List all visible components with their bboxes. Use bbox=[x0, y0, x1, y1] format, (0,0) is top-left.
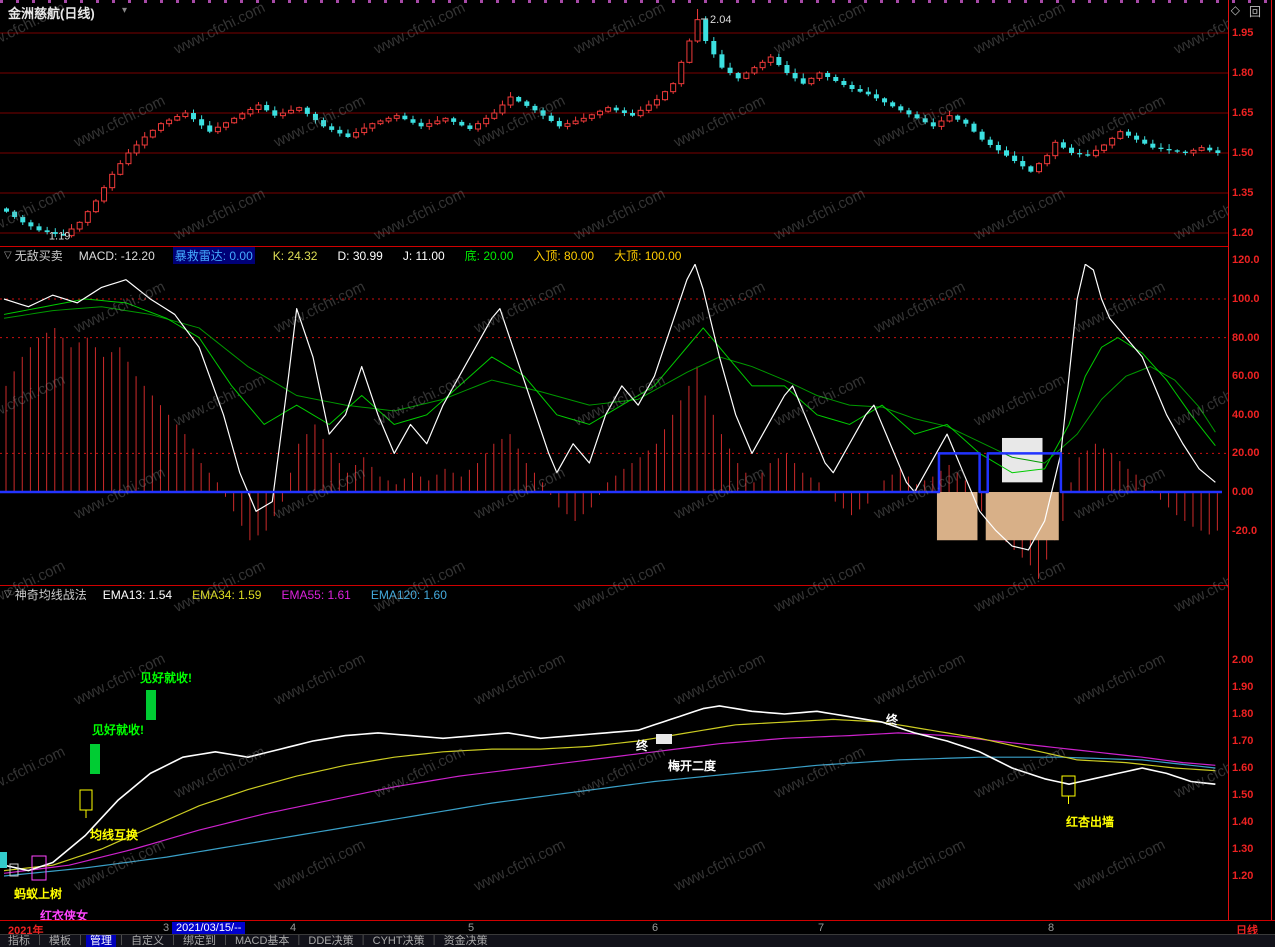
axis-tick-label: 100.0 bbox=[1232, 293, 1260, 305]
axis-tick-label: 60.00 bbox=[1232, 370, 1260, 383]
candlestick-chart[interactable]: 2.04 1.19 bbox=[0, 8, 1228, 246]
tab-separator: 丨 bbox=[34, 935, 45, 947]
statusbar-tab-3[interactable]: 管理 bbox=[86, 935, 116, 947]
axis-tick-label: 1.65 bbox=[1232, 107, 1254, 119]
svg-text:见好就收!: 见好就收! bbox=[92, 722, 144, 737]
tab-separator: 丨 bbox=[75, 935, 86, 947]
svg-text:红杏出墙: 红杏出墙 bbox=[1066, 814, 1114, 829]
right-border-line bbox=[1271, 0, 1272, 934]
statusbar-tab-5[interactable]: 绑定到 bbox=[183, 935, 216, 947]
axis-tick-label: 1.60 bbox=[1232, 762, 1254, 774]
statusbar-tab-1[interactable]: 指标 bbox=[8, 935, 30, 947]
statusbar-tab-6[interactable]: MACD基本 bbox=[235, 935, 290, 947]
statusbar-tab-9[interactable]: 资金决策 bbox=[443, 935, 488, 947]
axis-tick-label: 0.00 bbox=[1232, 486, 1254, 498]
statusbar-tab-4[interactable]: 自定义 bbox=[131, 935, 164, 947]
price-axis-column: 1.95 1.80 1.65 1.50 1.35 1.20 120.0 100.0 80.00 6… bbox=[1228, 0, 1275, 934]
title-caret-icon[interactable]: ▾ bbox=[122, 5, 128, 16]
axis-tick-label: -20.0 bbox=[1232, 524, 1258, 537]
tab-separator: 丨 bbox=[293, 935, 305, 947]
indicator-name: 无敌买卖 bbox=[14, 249, 63, 263]
svg-text:红衣侠女: 红衣侠女 bbox=[40, 908, 88, 920]
axis-tick-label: 1.70 bbox=[1232, 735, 1254, 747]
top-dotted-border bbox=[0, 0, 1275, 3]
restore-window-icon[interactable]: 回 bbox=[1248, 5, 1261, 19]
axis-month-tick: 7 bbox=[818, 922, 825, 934]
indicator-value: K: 24.32 bbox=[272, 248, 318, 263]
axis-tick-label: 1.30 bbox=[1232, 843, 1254, 855]
axis-tick-label: 1.20 bbox=[1232, 227, 1254, 239]
indicator-value: D: 30.99 bbox=[337, 248, 383, 263]
tab-separator: 丨 bbox=[116, 935, 127, 947]
stock-title: 金洲慈航(日线) bbox=[8, 6, 95, 21]
axis-tick-label: 1.80 bbox=[1232, 67, 1254, 79]
svg-text:终: 终 bbox=[636, 738, 649, 753]
indicator-value: EMA55: 1.61 bbox=[281, 587, 351, 602]
svg-text:均线互换: 均线互换 bbox=[90, 827, 139, 842]
axis-tick-label: 1.50 bbox=[1232, 789, 1254, 801]
indicator-name: 神奇均线战法 bbox=[14, 588, 87, 602]
axis-month-tick: 5 bbox=[468, 922, 475, 934]
collapse-arrow-icon[interactable]: ▽ bbox=[4, 589, 12, 600]
tab-separator: 丨 bbox=[220, 935, 231, 947]
status-bar: 指标丨模板丨管理丨自定义丨绑定到丨 MACD基本丨 DDE决策丨 CYHT决策丨资金决… bbox=[0, 934, 1275, 947]
axis-tick-label: 20.00 bbox=[1232, 447, 1260, 460]
axis-month-tick: 4 bbox=[290, 922, 297, 934]
svg-text:见好就收!: 见好就收! bbox=[140, 670, 192, 685]
svg-text:蚂蚁上树: 蚂蚁上树 bbox=[14, 886, 62, 901]
tab-separator: 丨 bbox=[428, 935, 440, 947]
title-bar: 金洲慈航(日线) ▾ ◇ 回 bbox=[0, 0, 1275, 21]
axis-tick-label: 1.40 bbox=[1232, 816, 1254, 828]
axis-tick-label: 120.0 bbox=[1232, 254, 1260, 267]
indicator-value: EMA34: 1.59 bbox=[192, 587, 262, 602]
tab-separator: 丨 bbox=[357, 935, 369, 947]
svg-text:2.04: 2.04 bbox=[710, 14, 731, 26]
axis-tick-label: 1.80 bbox=[1232, 708, 1254, 720]
axis-tick-label: 1.20 bbox=[1232, 870, 1254, 882]
statusbar-tab-8[interactable]: CYHT决策 bbox=[372, 935, 425, 947]
tab-separator: 丨 bbox=[168, 935, 179, 947]
svg-text:1.19: 1.19 bbox=[49, 231, 70, 243]
statusbar-tab-2[interactable]: 模板 bbox=[49, 935, 71, 947]
axis-tick-label: 1.50 bbox=[1232, 147, 1254, 159]
axis-tick-label: 80.00 bbox=[1232, 331, 1260, 344]
axis-month-tick: 8 bbox=[1048, 922, 1055, 934]
diamond-window-icon[interactable]: ◇ bbox=[1230, 3, 1240, 17]
indicator-value: 大顶: 100.00 bbox=[614, 249, 682, 263]
indicator-value: 入顶: 80.00 bbox=[533, 249, 595, 263]
selected-date-box[interactable]: 2021/03/15/-- bbox=[172, 922, 246, 934]
indicator-value: J: 11.00 bbox=[402, 248, 445, 263]
svg-text:梅开二度: 梅开二度 bbox=[668, 758, 717, 773]
axis-tick-label: 1.35 bbox=[1232, 187, 1254, 199]
indicator-value: 暴救雷达: 0.00 bbox=[172, 247, 255, 264]
indicator1-chart[interactable] bbox=[0, 255, 1228, 585]
axis-month-tick: 3 bbox=[163, 922, 170, 934]
time-axis: 2021年 3 4 5 6 7 8 2021/03/15/-- 日线 bbox=[0, 920, 1275, 937]
indicator-value: EMA120: 1.60 bbox=[370, 587, 447, 602]
axis-month-tick: 6 bbox=[652, 922, 659, 934]
axis-tick-label: 40.00 bbox=[1232, 408, 1260, 421]
statusbar-tab-7[interactable]: DDE决策 bbox=[308, 935, 354, 947]
axis-tick-label: 2.00 bbox=[1232, 654, 1254, 666]
indicator1-header: ▽ 无敌买卖 MACD: -12.20 暴救雷达: 0.00 K: 24.32 D: 30… bbox=[0, 246, 1275, 264]
collapse-arrow-icon[interactable]: ▽ bbox=[4, 250, 12, 261]
axis-tick-label: 1.90 bbox=[1232, 681, 1254, 693]
axis-tick-label: 1.95 bbox=[1232, 27, 1254, 39]
indicator-value: EMA13: 1.54 bbox=[102, 587, 173, 602]
indicator-value: MACD: -12.20 bbox=[78, 248, 155, 263]
indicator2-header: ▽ 神奇均线战法 EMA13: 1.54 EMA34: 1.59 EMA55: 1.61… bbox=[0, 585, 1275, 603]
svg-text:终: 终 bbox=[886, 712, 899, 727]
indicator-value: 底: 20.00 bbox=[464, 249, 514, 263]
